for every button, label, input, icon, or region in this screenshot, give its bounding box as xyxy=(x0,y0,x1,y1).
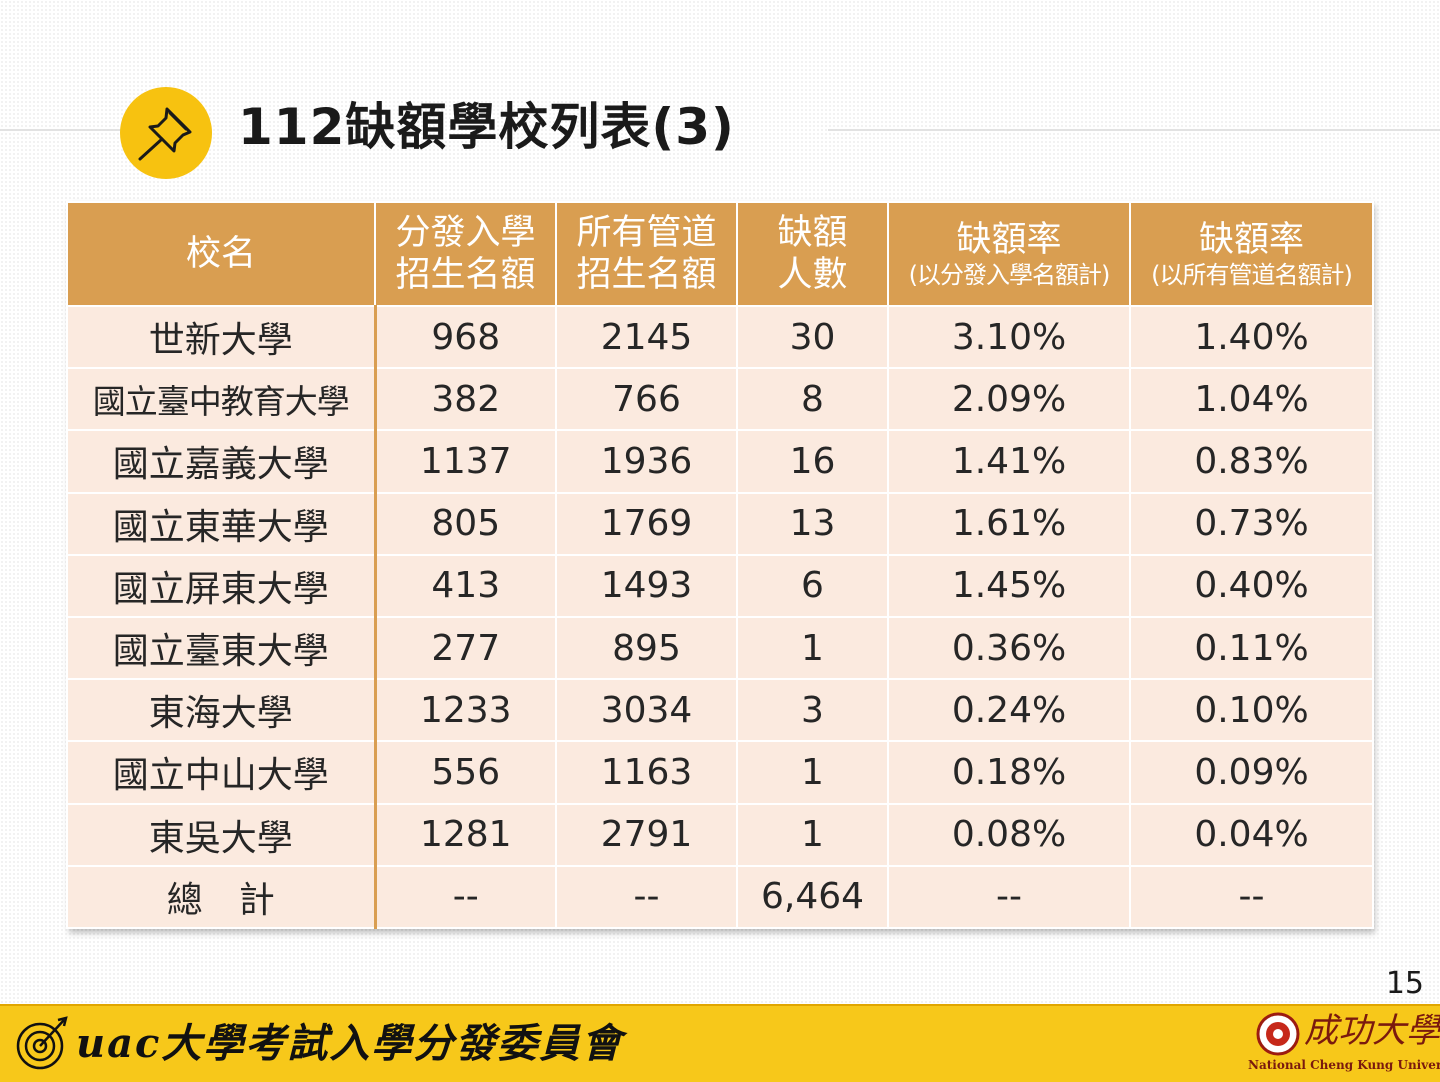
vacancy-table: 校名 分發入學 招生名額 所有管道 招生名額 缺額 人數 缺額率 (以分發入學名額計) … xyxy=(66,201,1374,930)
school-name: 國立中山大學 xyxy=(66,740,377,805)
header-vacancy-rate-distribution: 缺額率 (以分發入學名額計) xyxy=(887,201,1131,307)
total-distribution-quota: -- xyxy=(374,864,557,930)
vacancy-rate-distribution: 0.36% xyxy=(887,615,1131,681)
vacancy-rate-distribution: 2.09% xyxy=(887,367,1131,432)
table-row: 東吳大學 1281 2791 1 0.08% 0.04% xyxy=(66,802,1374,867)
all-channels-quota: 2145 xyxy=(555,304,738,370)
vacancy-rate-all: 0.04% xyxy=(1129,802,1374,867)
school-name: 國立嘉義大學 xyxy=(66,429,377,494)
vacancy-rate-all: 0.73% xyxy=(1129,491,1374,556)
vacancy-rate-all: 0.10% xyxy=(1129,678,1374,743)
table-row: 國立臺中教育大學 382 766 8 2.09% 1.04% xyxy=(66,367,1374,432)
title-rule-left xyxy=(0,129,135,131)
vacancy-count: 30 xyxy=(736,304,889,370)
table-row: 國立中山大學 556 1163 1 0.18% 0.09% xyxy=(66,740,1374,805)
header-school-name: 校名 xyxy=(66,201,376,307)
table-row: 國立嘉義大學 1137 1936 16 1.41% 0.83% xyxy=(66,429,1374,494)
distribution-quota: 556 xyxy=(374,740,557,805)
total-vacancy-rate-all: -- xyxy=(1129,864,1374,930)
all-channels-quota: 2791 xyxy=(555,802,738,867)
vacancy-count: 1 xyxy=(736,615,889,681)
distribution-quota: 277 xyxy=(374,615,557,681)
table-total-row: 總計 -- -- 6,464 -- -- xyxy=(66,864,1374,930)
page-title: 112缺額學校列表(3) xyxy=(238,98,735,156)
vacancy-rate-all: 0.09% xyxy=(1129,740,1374,805)
table-row: 國立東華大學 805 1769 13 1.61% 0.73% xyxy=(66,491,1374,556)
header-vacancy-count: 缺額 人數 xyxy=(736,201,889,307)
total-all-channels-quota: -- xyxy=(555,864,738,930)
vacancy-rate-all: 1.40% xyxy=(1129,304,1374,370)
ncku-chinese-name: 成功大學 xyxy=(1304,1011,1440,1051)
all-channels-quota: 766 xyxy=(555,367,738,432)
header-distribution-quota: 分發入學 招生名額 xyxy=(374,201,557,307)
vacancy-count: 1 xyxy=(736,802,889,867)
school-name: 國立臺東大學 xyxy=(66,615,377,681)
distribution-quota: 1137 xyxy=(374,429,557,494)
footer-organization-name: uac大學考試入學分發委員會 xyxy=(76,1020,624,1067)
vacancy-rate-distribution: 3.10% xyxy=(887,304,1131,370)
vacancy-rate-all: 0.83% xyxy=(1129,429,1374,494)
title-rule-right xyxy=(828,129,1440,131)
vacancy-count: 16 xyxy=(736,429,889,494)
footer-bar: uac大學考試入學分發委員會 成功大學 National Cheng Kung … xyxy=(0,1004,1440,1082)
school-name: 東海大學 xyxy=(66,678,377,743)
distribution-quota: 968 xyxy=(374,304,557,370)
total-vacancy-rate-distribution: -- xyxy=(887,864,1131,930)
header-all-channels-quota: 所有管道 招生名額 xyxy=(555,201,738,307)
uac-target-logo xyxy=(12,1014,70,1076)
vacancy-rate-distribution: 1.41% xyxy=(887,429,1131,494)
vacancy-rate-distribution: 1.61% xyxy=(887,491,1131,556)
school-name: 東吳大學 xyxy=(66,802,377,867)
table-row: 世新大學 968 2145 30 3.10% 1.40% xyxy=(66,304,1374,370)
all-channels-quota: 1163 xyxy=(555,740,738,805)
table-header-row: 校名 分發入學 招生名額 所有管道 招生名額 缺額 人數 缺額率 (以分發入學名額計) … xyxy=(66,201,1374,307)
vacancy-count: 3 xyxy=(736,678,889,743)
distribution-quota: 1233 xyxy=(374,678,557,743)
vacancy-count: 6 xyxy=(736,553,889,618)
header-vacancy-rate-all: 缺額率 (以所有管道名額計) xyxy=(1129,201,1374,307)
distribution-quota: 382 xyxy=(374,367,557,432)
vacancy-rate-distribution: 0.24% xyxy=(887,678,1131,743)
vacancy-count: 13 xyxy=(736,491,889,556)
ncku-english-name: National Cheng Kung University xyxy=(1248,1058,1440,1072)
vacancy-count: 8 xyxy=(736,367,889,432)
total-label: 總計 xyxy=(66,864,377,930)
school-name: 國立屏東大學 xyxy=(66,553,377,618)
vacancy-rate-distribution: 0.08% xyxy=(887,802,1131,867)
vacancy-rate-distribution: 1.45% xyxy=(887,553,1131,618)
distribution-quota: 805 xyxy=(374,491,557,556)
school-name: 國立東華大學 xyxy=(66,491,377,556)
all-channels-quota: 3034 xyxy=(555,678,738,743)
vacancy-count: 1 xyxy=(736,740,889,805)
table-row: 東海大學 1233 3034 3 0.24% 0.10% xyxy=(66,678,1374,743)
school-name: 世新大學 xyxy=(66,304,377,370)
all-channels-quota: 1493 xyxy=(555,553,738,618)
all-channels-quota: 1769 xyxy=(555,491,738,556)
distribution-quota: 413 xyxy=(374,553,557,618)
vacancy-rate-all: 1.04% xyxy=(1129,367,1374,432)
vacancy-rate-all: 0.40% xyxy=(1129,553,1374,618)
ncku-seal-icon xyxy=(1256,1012,1300,1060)
table-row: 國立臺東大學 277 895 1 0.36% 0.11% xyxy=(66,615,1374,681)
all-channels-quota: 895 xyxy=(555,615,738,681)
distribution-quota: 1281 xyxy=(374,802,557,867)
vacancy-rate-distribution: 0.18% xyxy=(887,740,1131,805)
school-name: 國立臺中教育大學 xyxy=(66,367,377,432)
table-row: 國立屏東大學 413 1493 6 1.45% 0.40% xyxy=(66,553,1374,618)
pushpin-icon xyxy=(120,87,212,179)
vacancy-rate-all: 0.11% xyxy=(1129,615,1374,681)
page-number: 15 xyxy=(1385,966,1424,1001)
all-channels-quota: 1936 xyxy=(555,429,738,494)
total-vacancy-count: 6,464 xyxy=(736,864,889,930)
